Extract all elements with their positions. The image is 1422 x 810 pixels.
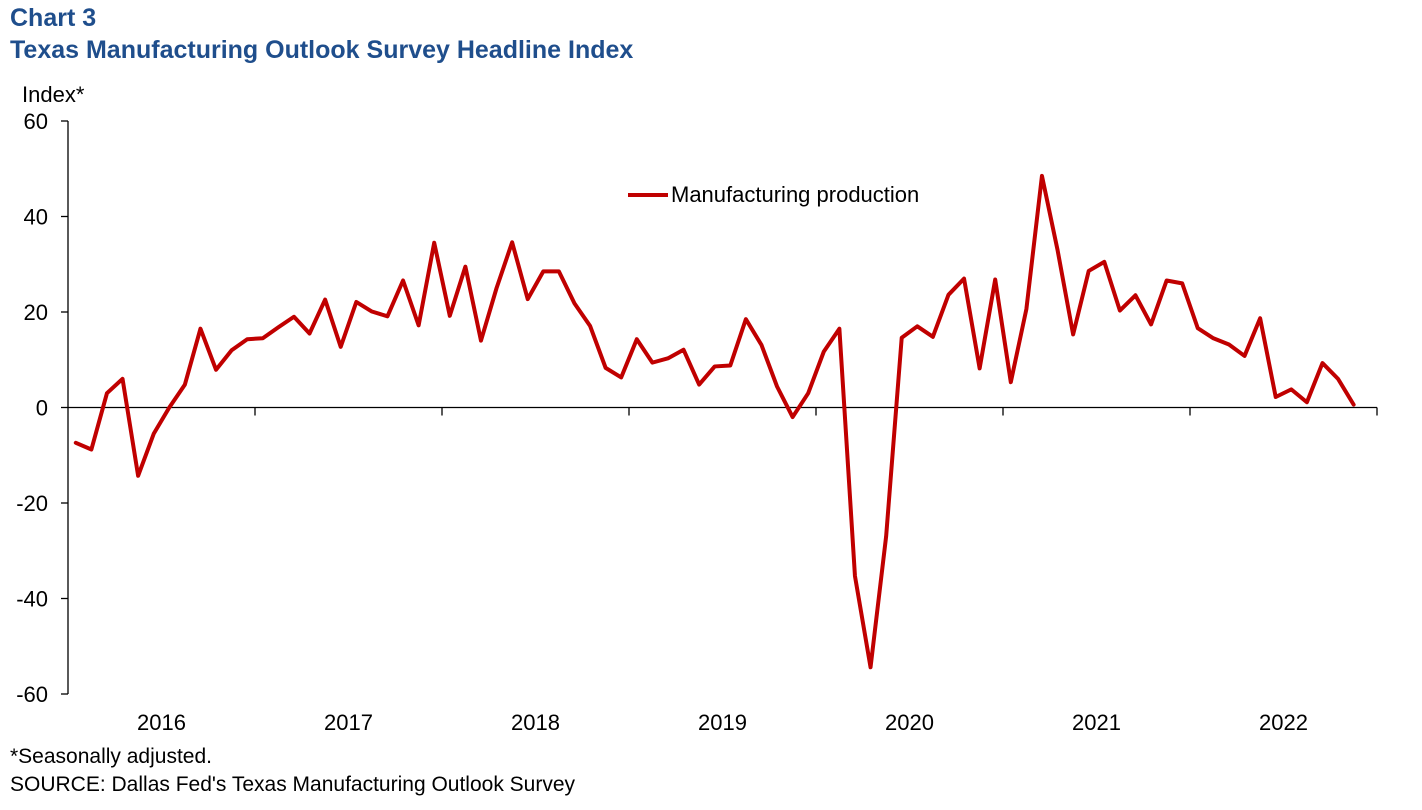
footnotes: *Seasonally adjusted. SOURCE: Dallas Fed…	[10, 743, 575, 799]
y-tick-label--40: -40	[16, 587, 48, 612]
y-tick-label-60: 60	[24, 109, 48, 134]
series-layer	[73, 173, 1356, 670]
x-tick-label-2017: 2017	[324, 710, 373, 735]
x-tick-label-2021: 2021	[1072, 710, 1121, 735]
x-tick-label-2016: 2016	[137, 710, 186, 735]
chart-number: Chart 3	[10, 4, 97, 32]
legend: Manufacturing production	[628, 182, 919, 207]
chart-canvas: Index* 60 40 20 0 -20 -40 -60 2016 2017 2018 2019 2…	[16, 82, 1378, 735]
y-tick-label-40: 40	[24, 205, 48, 230]
footnote-seasonally-adjusted: *Seasonally adjusted.	[10, 745, 212, 768]
axes-layer: 60 40 20 0 -20 -40 -60 2016 2017 2018 2019 2020 2021…	[16, 109, 1378, 735]
series-line-manufacturing-production	[73, 173, 1356, 670]
source-note: SOURCE: Dallas Fed's Texas Manufacturing…	[10, 773, 576, 796]
chart-title: Texas Manufacturing Outlook Survey Headl…	[10, 36, 634, 64]
x-tick-label-2019: 2019	[698, 710, 747, 735]
y-tick-label--60: -60	[16, 682, 48, 707]
y-tick-label-0: 0	[36, 396, 48, 421]
y-tick-label-20: 20	[24, 300, 48, 325]
legend-label-manufacturing-production: Manufacturing production	[671, 182, 919, 207]
x-tick-label-2020: 2020	[885, 710, 934, 735]
x-tick-label-2022: 2022	[1259, 710, 1308, 735]
x-tick-label-2018: 2018	[511, 710, 560, 735]
y-axis-title: Index*	[22, 82, 85, 107]
y-tick-label--20: -20	[16, 491, 48, 516]
title-block: Chart 3 Texas Manufacturing Outlook Surv…	[10, 2, 633, 66]
